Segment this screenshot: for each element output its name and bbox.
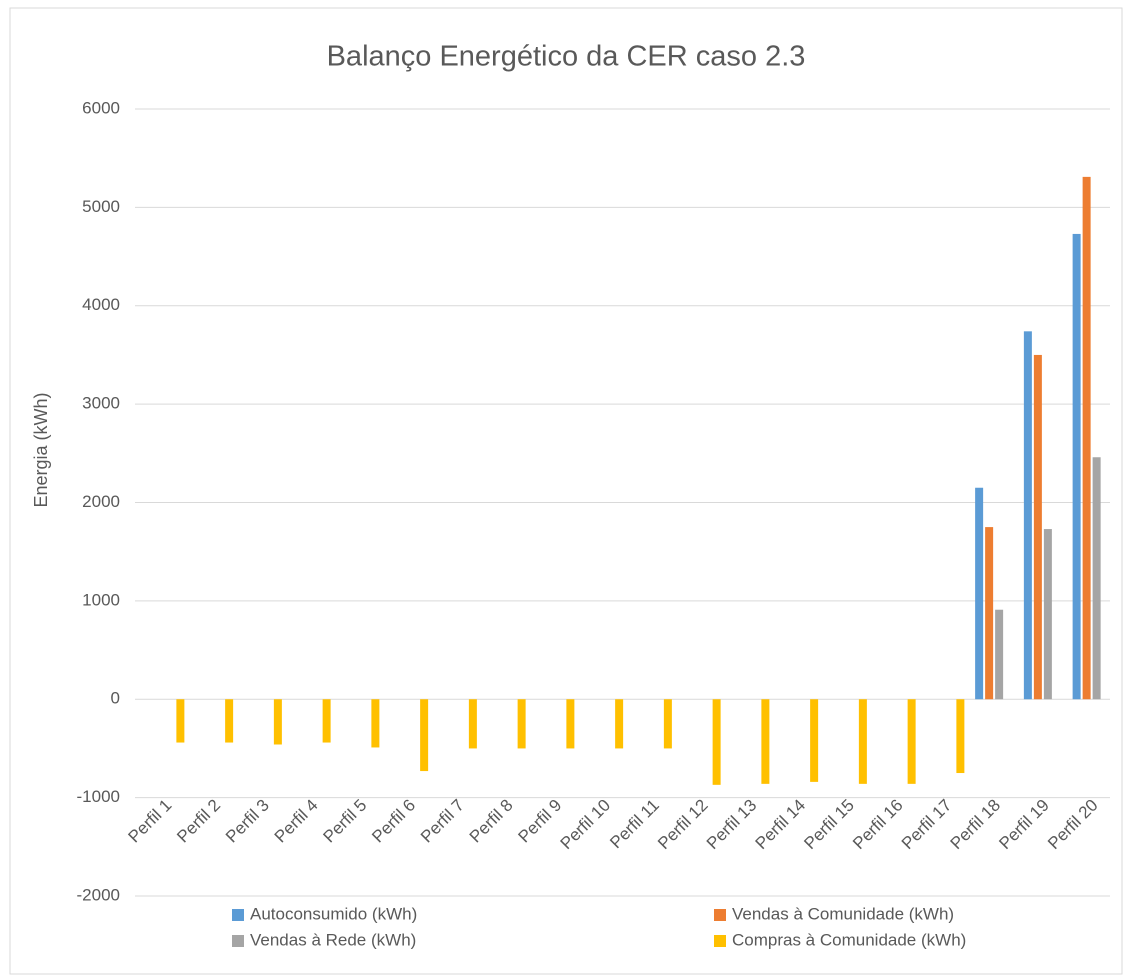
bar [1043, 529, 1052, 700]
bar [810, 699, 819, 782]
bar [176, 699, 185, 743]
bar [225, 699, 234, 743]
bar [273, 699, 282, 745]
bar [907, 699, 916, 784]
y-axis-title: Energia (kWh) [31, 392, 51, 507]
y-tick-label: 1000 [82, 590, 120, 609]
bar [712, 699, 721, 785]
legend-label: Vendas à Rede (kWh) [250, 930, 416, 949]
bar [1092, 457, 1101, 700]
legend-label: Compras à Comunidade (kWh) [732, 930, 966, 949]
y-tick-label: 0 [111, 689, 120, 708]
bar [1072, 233, 1081, 700]
bar [663, 699, 672, 749]
bar [1033, 354, 1042, 700]
bar [761, 699, 770, 784]
bar [371, 699, 380, 748]
legend-swatch [714, 935, 726, 947]
y-tick-label: -1000 [77, 787, 120, 806]
y-tick-label: 5000 [82, 197, 120, 216]
bar [858, 699, 867, 784]
y-tick-label: -2000 [77, 885, 120, 904]
bar [995, 609, 1004, 700]
bar [615, 699, 624, 749]
bar [975, 487, 984, 700]
legend-label: Autoconsumido (kWh) [250, 904, 417, 923]
legend-label: Vendas à Comunidade (kWh) [732, 904, 954, 923]
chart-border [9, 7, 1123, 975]
bar [420, 699, 429, 772]
legend-swatch [714, 909, 726, 921]
bar [468, 699, 477, 749]
bar [566, 699, 575, 749]
bar [517, 699, 526, 749]
y-tick-label: 2000 [82, 492, 120, 511]
y-tick-label: 3000 [82, 394, 120, 413]
bar [1023, 331, 1032, 700]
bar [985, 527, 994, 700]
y-tick-label: 6000 [82, 98, 120, 117]
chart-title: Balanço Energético da CER caso 2.3 [327, 41, 806, 73]
bar [322, 699, 331, 743]
y-tick-label: 4000 [82, 295, 120, 314]
legend-swatch [232, 909, 244, 921]
bar [1082, 176, 1091, 700]
bar [956, 699, 965, 774]
legend-swatch [232, 935, 244, 947]
